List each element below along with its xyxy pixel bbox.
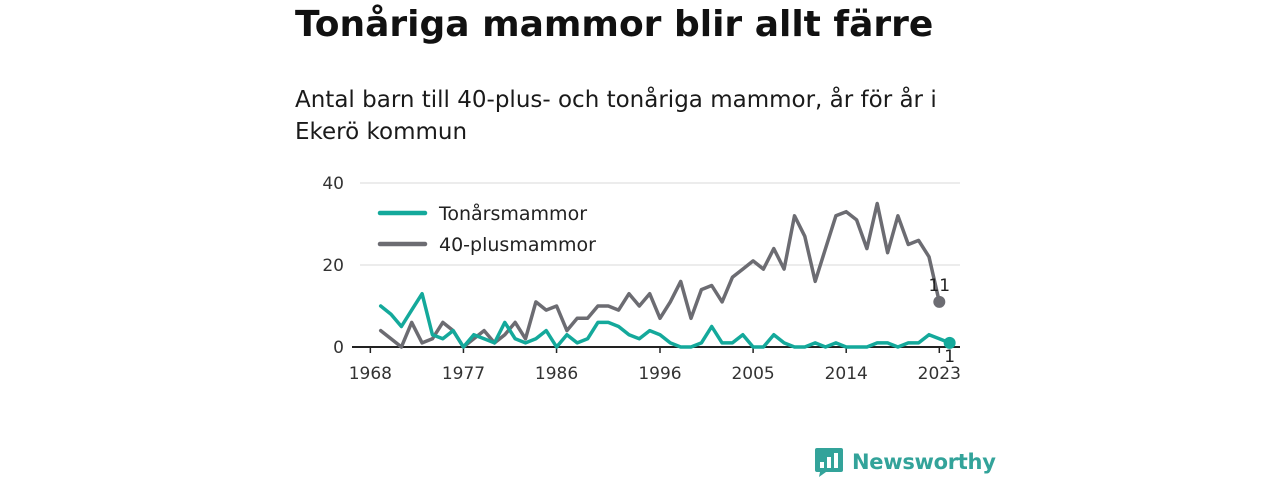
x-tick-label: 2023 — [918, 364, 961, 384]
x-tick-label: 1996 — [638, 364, 681, 384]
newsworthy-logo-text: Newsworthy — [852, 450, 996, 474]
series-line — [378, 201, 942, 349]
x-axis: 1968 1977 1986 1996 2005 2014 2023 — [349, 346, 961, 384]
y-tick-label: 40 — [322, 174, 344, 194]
legend: Tonårsmammor 40-plusmammor — [377, 202, 596, 256]
x-tick-label: 2014 — [825, 364, 868, 384]
line-chart: 0 20 40 1968 1977 1986 1996 2005 2014 2023 Tonår… — [322, 174, 961, 384]
chart-title: Tonåriga mammor blir allt färre — [295, 4, 934, 45]
grid-lines — [360, 182, 960, 266]
chart-subtitle: Antal barn till 40-plus- och tonåriga ma… — [295, 87, 937, 145]
end-labels: 111 — [928, 276, 955, 367]
newsworthy-logo-icon — [815, 448, 843, 477]
x-tick-label: 1986 — [535, 364, 578, 384]
legend-label: 40-plusmammor — [439, 234, 596, 256]
series-end-point — [943, 336, 956, 349]
series-line — [378, 291, 952, 349]
newsworthy-logo: Newsworthy — [814, 446, 996, 478]
series-end-label: 11 — [928, 276, 950, 296]
y-axis-tick-labels: 0 20 40 — [322, 174, 344, 358]
x-tick-label: 1977 — [442, 364, 485, 384]
y-tick-label: 0 — [333, 338, 344, 358]
series-lines — [378, 201, 956, 349]
x-tick-label: 2005 — [731, 364, 774, 384]
x-tick-label: 1968 — [349, 364, 392, 384]
series-end-label: 1 — [944, 347, 955, 367]
y-tick-label: 20 — [322, 256, 344, 276]
legend-label: Tonårsmammor — [438, 202, 587, 225]
series-end-point — [933, 295, 946, 308]
